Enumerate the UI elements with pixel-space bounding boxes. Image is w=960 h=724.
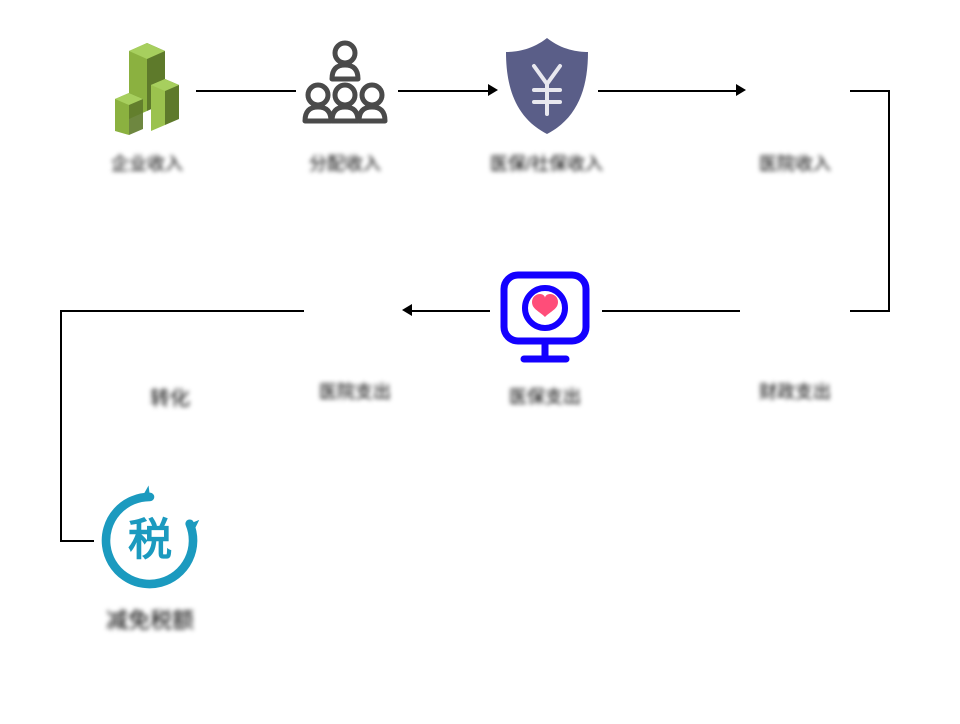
node-monitor: 医保支出: [490, 265, 600, 409]
node-group-label: 分配收入: [309, 150, 381, 176]
arrow-monitor-midleft: [402, 304, 412, 316]
tax-glyph: 税: [128, 515, 172, 564]
node-enterprise: 企业收入: [92, 32, 202, 176]
node-group: 分配收入: [290, 32, 400, 176]
placeholder-icon: [300, 290, 410, 330]
node-tax-label: 减免税额: [106, 603, 194, 635]
edge-enterprise-group: [196, 90, 296, 92]
placeholder-icon: [740, 290, 850, 330]
edge-leftmid-out: [60, 310, 208, 312]
node-right-top: 医院收入: [740, 32, 850, 176]
edge-right-vertical: [888, 90, 890, 312]
edge-left-vertical: [60, 310, 62, 542]
group-icon: [290, 32, 400, 142]
edge-righttop-out: [850, 90, 890, 92]
edge-right-into-mid: [850, 310, 890, 312]
tax-circle-icon: 税: [95, 485, 205, 595]
node-monitor-label: 医保支出: [509, 383, 581, 409]
edge-into-tax: [60, 540, 94, 542]
placeholder-icon: [740, 32, 850, 142]
node-enterprise-label: 企业收入: [111, 150, 183, 176]
edge-shield-righttop: [598, 90, 738, 92]
node-right-top-label: 医院收入: [759, 150, 831, 176]
edge-midleft-leftmid: [208, 310, 304, 312]
node-right-mid-label: 财政支出: [759, 378, 831, 404]
shield-yen-icon: [492, 32, 602, 142]
monitor-heart-icon: [490, 265, 600, 375]
node-right-mid: 财政支出: [740, 290, 850, 404]
buildings-icon: [92, 32, 202, 142]
node-mid-left: 医院支出: [300, 290, 410, 404]
edge-monitor-midleft: [412, 310, 490, 312]
node-shield-label: 医保/社保收入: [490, 150, 603, 176]
arrow-shield-righttop: [736, 84, 746, 96]
arrow-group-shield: [488, 84, 498, 96]
node-tax: 税 减免税额: [95, 485, 205, 635]
edge-group-shield: [398, 90, 490, 92]
edge-rightmid-monitor: [602, 310, 740, 312]
node-shield: 医保/社保收入: [490, 32, 603, 176]
node-mid-left-label: 医院支出: [319, 378, 391, 404]
edge-label-transform: 转化: [150, 382, 190, 411]
